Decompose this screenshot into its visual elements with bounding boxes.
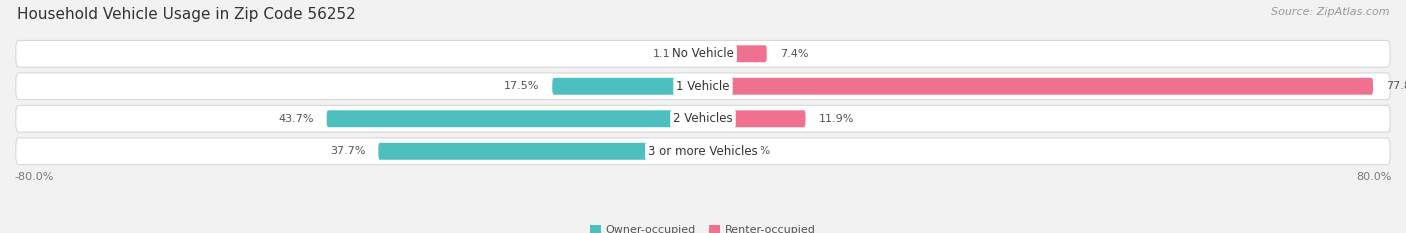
Text: 1 Vehicle: 1 Vehicle xyxy=(676,80,730,93)
FancyBboxPatch shape xyxy=(15,106,1391,132)
Text: Household Vehicle Usage in Zip Code 56252: Household Vehicle Usage in Zip Code 5625… xyxy=(17,7,356,22)
Text: 17.5%: 17.5% xyxy=(503,81,540,91)
FancyBboxPatch shape xyxy=(15,138,1391,165)
FancyBboxPatch shape xyxy=(703,143,728,160)
FancyBboxPatch shape xyxy=(703,45,766,62)
Text: 7.4%: 7.4% xyxy=(780,49,808,59)
FancyBboxPatch shape xyxy=(15,73,1391,99)
Text: 2 Vehicles: 2 Vehicles xyxy=(673,112,733,125)
Text: 80.0%: 80.0% xyxy=(1357,172,1392,182)
FancyBboxPatch shape xyxy=(703,110,806,127)
Text: 37.7%: 37.7% xyxy=(330,146,366,156)
FancyBboxPatch shape xyxy=(15,40,1391,67)
FancyBboxPatch shape xyxy=(326,110,703,127)
FancyBboxPatch shape xyxy=(693,45,703,62)
Text: 1.1%: 1.1% xyxy=(652,49,681,59)
FancyBboxPatch shape xyxy=(378,143,703,160)
FancyBboxPatch shape xyxy=(553,78,703,95)
Text: 3 or more Vehicles: 3 or more Vehicles xyxy=(648,145,758,158)
Text: 11.9%: 11.9% xyxy=(818,114,853,124)
Text: Source: ZipAtlas.com: Source: ZipAtlas.com xyxy=(1271,7,1389,17)
Text: 3.0%: 3.0% xyxy=(742,146,770,156)
Text: 43.7%: 43.7% xyxy=(278,114,314,124)
FancyBboxPatch shape xyxy=(703,78,1374,95)
Text: 77.8%: 77.8% xyxy=(1386,81,1406,91)
Text: No Vehicle: No Vehicle xyxy=(672,47,734,60)
Text: -80.0%: -80.0% xyxy=(14,172,53,182)
Legend: Owner-occupied, Renter-occupied: Owner-occupied, Renter-occupied xyxy=(586,221,820,233)
